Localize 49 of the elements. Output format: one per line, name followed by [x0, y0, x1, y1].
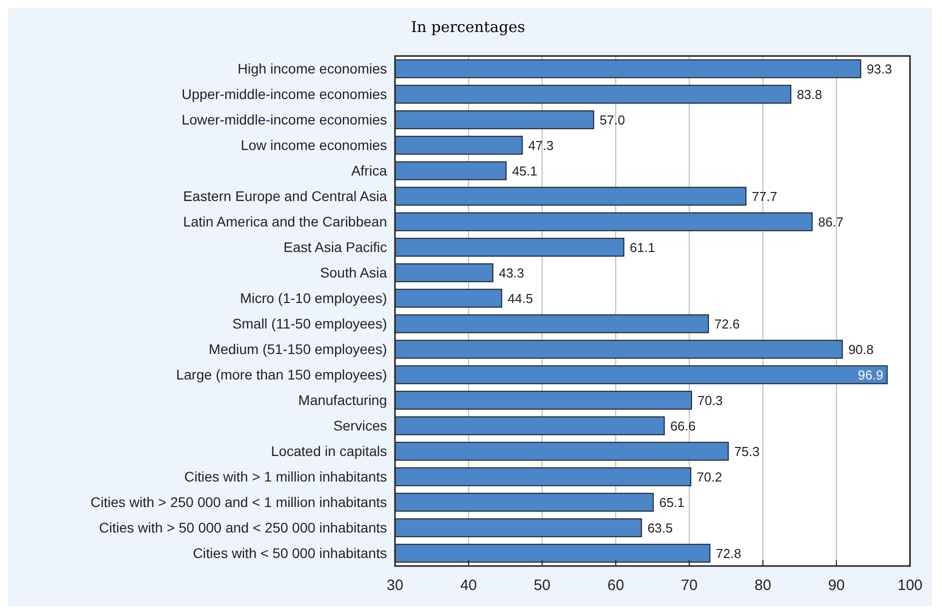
y-tick-label: Small (11-50 employees)	[232, 316, 387, 332]
data-label: 86.7	[818, 214, 844, 230]
data-label: 65.1	[659, 494, 685, 510]
y-tick-label: South Asia	[320, 264, 388, 281]
y-tick-label: East Asia Pacific	[284, 239, 387, 256]
x-tick-label: 100	[897, 577, 923, 594]
y-tick-label: Medium (51-150 employees)	[208, 341, 387, 358]
x-tick-label: 70	[680, 577, 698, 594]
data-label: 63.5	[647, 520, 673, 536]
y-tick-label: Upper-middle-income economies	[182, 86, 387, 102]
data-label: 61.1	[630, 240, 656, 255]
chart-subtitle: In percentages	[410, 18, 526, 36]
data-label: 66.6	[670, 418, 696, 434]
data-label: 93.3	[866, 61, 892, 76]
x-tick-label: 90	[828, 577, 845, 594]
x-tick-label: 60	[607, 577, 624, 594]
data-label: 44.5	[508, 290, 533, 306]
data-label: 45.1	[512, 163, 538, 178]
y-tick-label: Africa	[351, 162, 388, 179]
data-label: 72.8	[716, 546, 742, 561]
x-tick-label: 80	[754, 577, 772, 594]
data-label: 75.3	[734, 444, 760, 459]
data-label: 90.8	[848, 342, 874, 357]
y-tick-label: Cities with > 50 000 and < 250 000 inhabitants	[99, 520, 387, 536]
y-tick-label: Services	[333, 418, 387, 434]
y-tick-label: High income economies	[238, 60, 387, 77]
data-label: 57.0	[600, 112, 625, 128]
data-label: 96.9	[858, 367, 884, 382]
y-tick-label: Lower-middle-income economies	[182, 112, 387, 128]
x-tick-label: 40	[460, 577, 477, 594]
y-tick-label: Eastern Europe and Central Asia	[183, 188, 388, 204]
y-tick-label: Manufacturing	[298, 392, 387, 408]
y-tick-label: Latin America and the Caribbean	[183, 214, 387, 230]
y-tick-label: Cities with < 50 000 inhabitants	[192, 545, 387, 562]
data-label: 43.3	[498, 265, 524, 280]
y-tick-label: Cities with > 250 000 and < 1 million inhabitants	[90, 494, 387, 510]
x-tick-label: 50	[534, 577, 550, 594]
x-tick-label: 30	[386, 577, 404, 594]
data-label: 77.7	[752, 188, 778, 204]
y-tick-label: Low income economies	[240, 137, 387, 154]
data-label: 70.3	[697, 392, 723, 408]
y-tick-label: Cities with > 1 million inhabitants	[184, 468, 387, 485]
data-label: 72.6	[714, 316, 740, 332]
data-label: 70.2	[696, 469, 722, 484]
y-tick-label: Micro (1-10 employees)	[240, 290, 387, 306]
data-label: 83.8	[796, 86, 822, 102]
data-label: 47.3	[528, 138, 554, 153]
y-tick-label: Large (more than 150 employees)	[176, 366, 387, 383]
y-tick-label: Located in capitals	[271, 443, 387, 460]
